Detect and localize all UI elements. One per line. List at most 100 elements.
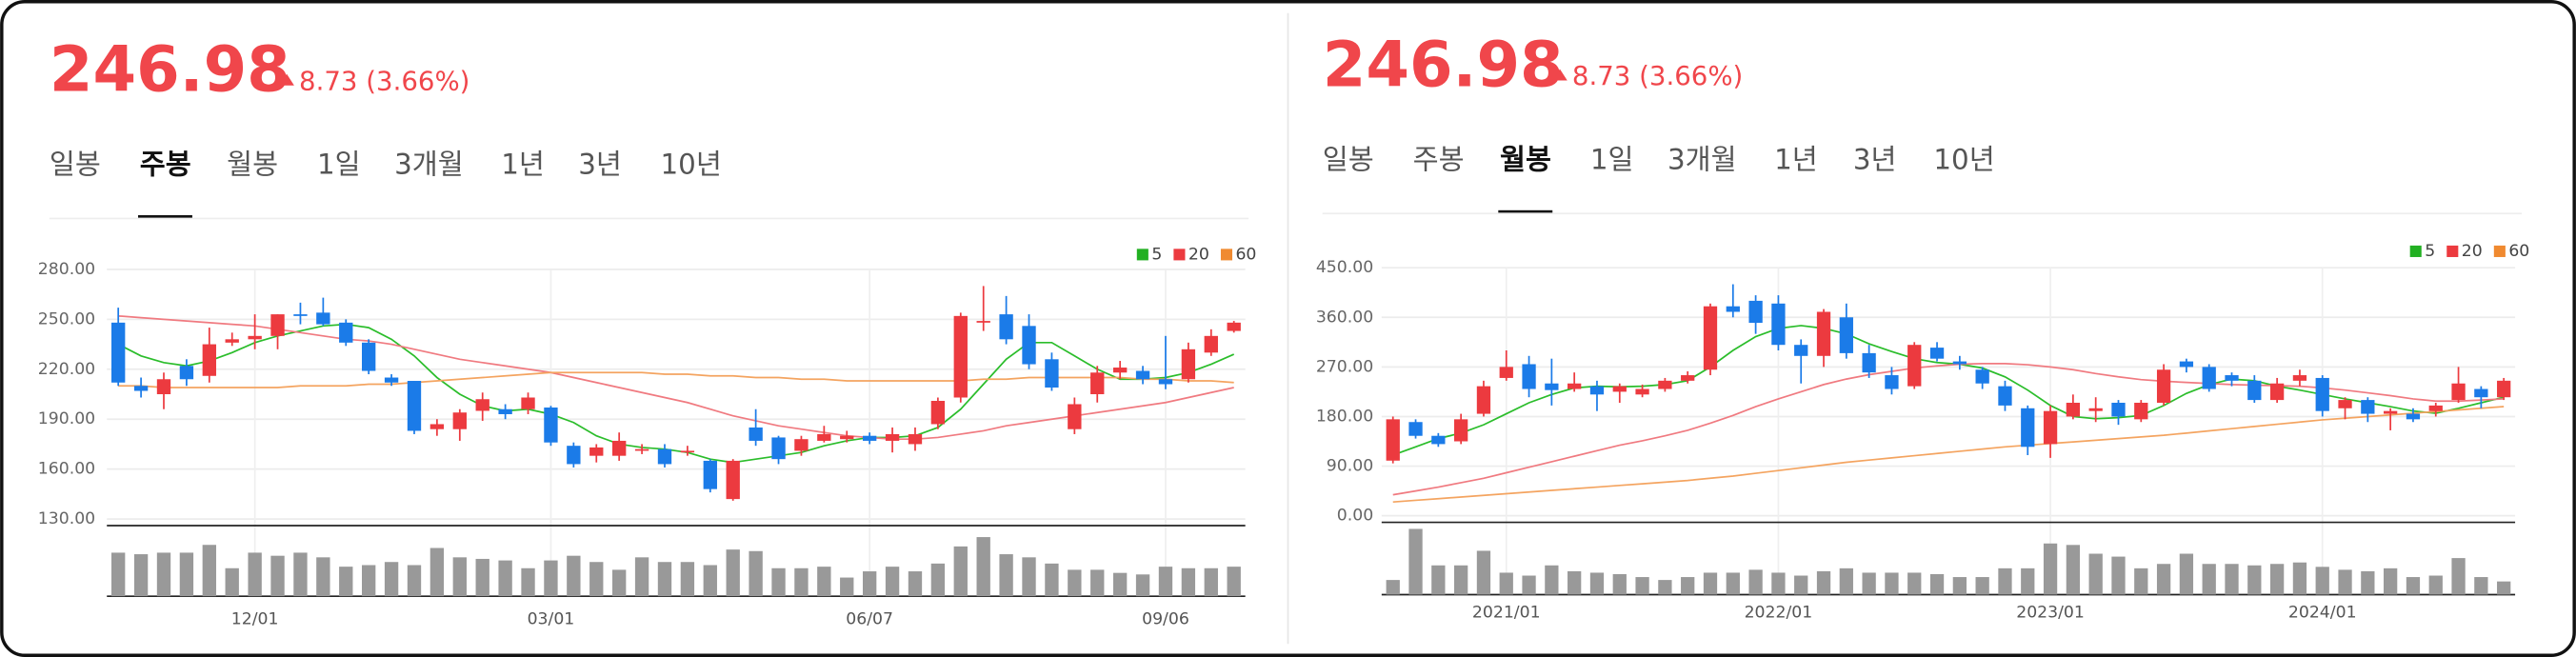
period-tab[interactable]: 1년 [1774,144,1818,176]
volume-bar [567,555,581,597]
candle-body [2088,408,2103,411]
volume-bar [1545,565,1559,595]
volume-bar [794,567,809,597]
volume-bar [2384,567,2398,595]
candle-body [111,322,126,383]
period-tab[interactable]: 3개월 [394,149,464,181]
y-tick-label: 180.00 [1316,407,1373,426]
candle-body [2428,405,2443,411]
volume-bar [885,567,900,597]
candle-body [1545,383,1559,390]
y-tick-label: 0.00 [1337,507,1373,526]
candle-body [1454,419,1468,442]
volume-bar [749,550,763,597]
candle-body [1068,404,1082,429]
candle-body [1681,375,1695,381]
candle-body [475,399,489,411]
candle-body [2315,377,2329,411]
period-tab[interactable]: 1일 [317,149,361,181]
x-tick-label: 2022/01 [1745,603,1813,622]
period-tab[interactable]: 10년 [661,149,722,181]
legend-swatch [2409,245,2422,257]
volume-bar [1045,563,1059,597]
price: 246.98 [50,34,290,107]
volume-bar [2021,567,2035,595]
volume-bar [2428,575,2443,595]
candle-body [179,366,194,380]
period-tab[interactable]: 월봉 [227,149,278,181]
volume-bar [2111,556,2126,595]
x-tick-label: 2023/01 [2016,603,2085,622]
candle-body [567,446,581,465]
volume-bar [1929,573,1945,595]
candle-body [1022,326,1036,365]
volume-bar [521,567,535,597]
candle-body [2451,383,2466,401]
period-tab[interactable]: 1일 [1590,144,1634,176]
period-tab[interactable]: 10년 [1933,144,1994,176]
period-tab[interactable]: 3년 [578,149,622,181]
volume-bar [1568,570,1582,595]
period-tab[interactable]: 일봉 [50,149,101,181]
active-tab-underline [1498,209,1553,214]
volume-bar [2497,581,2511,595]
candle-body [1658,380,1672,389]
volume-bar [2269,564,2285,595]
period-tab[interactable]: 3개월 [1667,144,1737,176]
volume-bar [1090,569,1105,597]
volume-bar [1135,574,1150,597]
volume-bar [179,552,194,597]
candle-body [1635,388,1649,395]
candle-body [1568,383,1582,389]
volume-bar [589,562,604,597]
period-tab[interactable]: 주봉 [1413,144,1465,176]
x-tick-label: 2024/01 [2288,603,2357,622]
period-tab[interactable]: 3년 [1853,144,1897,176]
volume-bar [1386,580,1400,595]
active-tab-underline [138,214,192,219]
y-tick-label: 280.00 [38,260,95,279]
volume-bar [1158,567,1173,597]
candle-body [634,448,649,451]
candle-body [2247,380,2262,401]
volume-bar [2247,565,2262,595]
period-tab[interactable]: 월봉 [1500,144,1551,176]
period-tab[interactable]: 주봉 [140,149,191,181]
period-tab[interactable]: 1년 [501,149,545,181]
volume-bar [908,571,923,597]
volume-bar [817,567,831,597]
candle-body [2338,400,2352,408]
candle-body [2497,380,2511,398]
volume-bar [2361,570,2375,595]
y-tick-label: 250.00 [38,309,95,328]
candle-body [1885,375,1899,389]
volume-bar [2088,553,2103,595]
volume-bar [111,552,126,597]
volume-bar [2043,543,2058,595]
y-tick-label: 130.00 [38,509,95,528]
candle-body [1181,348,1196,380]
legend-swatch [2446,245,2459,257]
volume-bar [1816,570,1831,595]
y-tick-label: 270.00 [1316,357,1373,376]
volume-bar [1998,567,2012,595]
legend-label: 60 [1235,245,1256,264]
candle-body [885,433,900,441]
volume-bar [1771,572,1786,595]
candle-body [2043,410,2058,445]
candle-body [407,381,422,431]
volume-bar [429,548,445,597]
candle-body [1589,386,1605,395]
legend-label: 60 [2508,242,2529,261]
candle-body [840,435,854,440]
y-tick-label: 450.00 [1316,258,1373,277]
volume-bar [1658,580,1672,595]
candle-body [293,314,308,316]
volume-bar [362,565,376,597]
volume-bar [156,552,171,597]
candle-body [2292,375,2307,381]
period-tab[interactable]: 일봉 [1323,144,1374,176]
price-change: 8.73 (3.66%) [299,65,469,96]
volume-bar [1522,575,1536,595]
